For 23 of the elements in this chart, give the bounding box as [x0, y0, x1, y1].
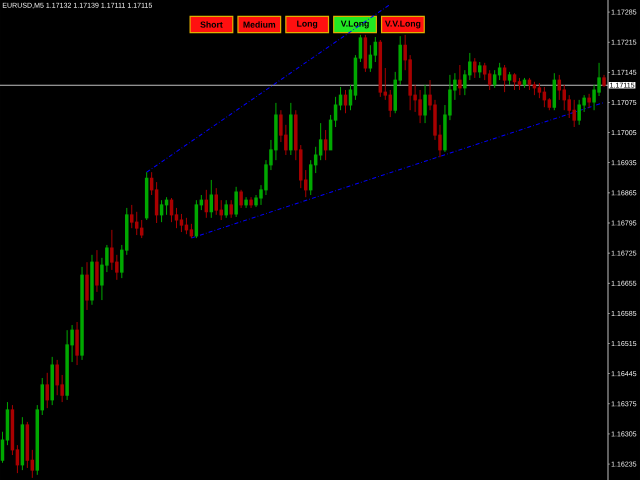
- candlestick: [458, 64, 462, 96]
- annotation: Medium: [244, 21, 276, 28]
- annotation: Short: [200, 21, 223, 28]
- candlestick: [210, 179, 214, 218]
- annotation: V.Long: [340, 20, 369, 28]
- candlestick: [95, 250, 99, 292]
- candlestick: [229, 200, 233, 218]
- candlestick: [502, 64, 506, 93]
- candlestick: [364, 34, 368, 72]
- candlestick: [508, 71, 512, 86]
- candlestick: [80, 266, 84, 360]
- annotation: Long: [297, 20, 318, 28]
- candlestick: [204, 189, 208, 218]
- candlestick: [75, 322, 79, 366]
- candlestick: [45, 372, 49, 409]
- candlestick: [344, 89, 348, 114]
- candlestick: [324, 130, 328, 161]
- candlestick: [473, 58, 477, 78]
- candlestick: [478, 61, 482, 78]
- candlestick: [90, 254, 94, 306]
- annotation: V.V.Long: [384, 20, 420, 28]
- candlestick: [423, 84, 427, 124]
- candlestick: [587, 93, 591, 109]
